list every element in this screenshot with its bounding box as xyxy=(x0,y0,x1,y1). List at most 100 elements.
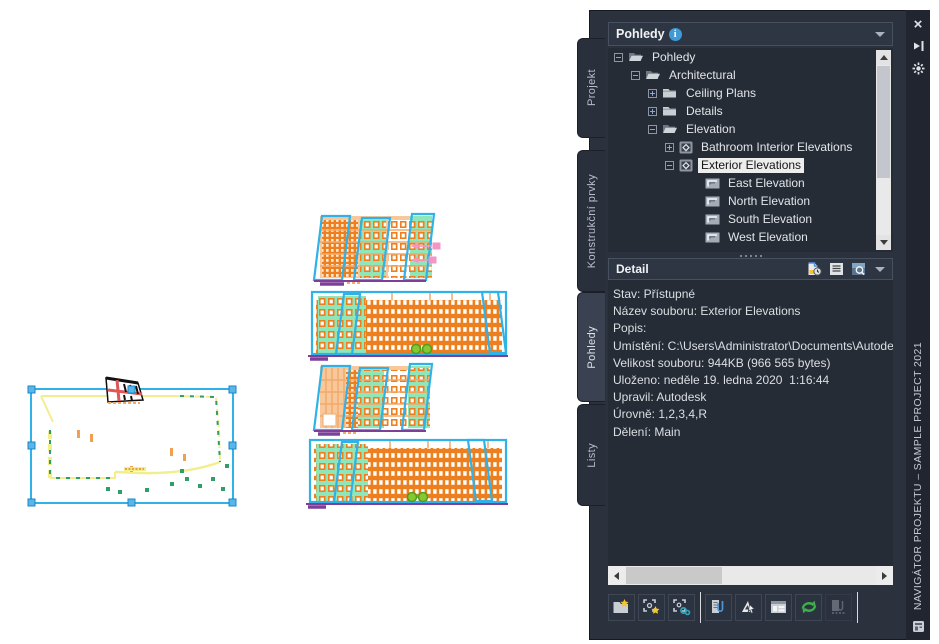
chevron-down-icon[interactable] xyxy=(875,31,885,37)
tab-label: Projekt xyxy=(585,69,598,107)
bottom-toolbar xyxy=(608,591,862,623)
collapse-toggle-icon[interactable] xyxy=(631,70,640,80)
tree-item-west-elevation[interactable]: West Elevation xyxy=(608,228,893,246)
tab-konstrukcni-prvky[interactable]: Konstrukční prvky xyxy=(577,150,605,292)
detail-line-division: Dělení: Main xyxy=(613,424,681,439)
tab-pohledy[interactable]: Pohledy xyxy=(577,292,605,402)
toolbar-separator xyxy=(700,591,701,623)
collapse-toggle-icon[interactable] xyxy=(665,160,674,170)
scroll-up-button[interactable] xyxy=(876,50,891,65)
tab-label: Pohledy xyxy=(585,325,598,369)
detail-line-filesize: Velikost souboru: 944KB (966 565 bytes) xyxy=(613,355,831,370)
detail-line-levels: Úrovně: 1,2,3,4,R xyxy=(613,407,708,422)
detail-line-description: Popis: xyxy=(613,321,647,336)
toolbar-separator xyxy=(857,591,858,623)
view-table-button[interactable] xyxy=(765,593,792,621)
document-list-icon[interactable] xyxy=(827,262,845,277)
folder-closed-icon xyxy=(663,89,676,98)
tree-item-label: Details xyxy=(686,103,723,118)
tree-item-details[interactable]: Details xyxy=(608,102,893,120)
selection-grips[interactable] xyxy=(27,385,237,507)
auto-hide-pin-icon[interactable] xyxy=(906,36,930,56)
elevation-view-icon xyxy=(705,232,720,242)
elevation-north[interactable] xyxy=(308,290,508,361)
tree-item-elevation[interactable]: Elevation xyxy=(608,120,893,138)
scroll-left-button[interactable] xyxy=(608,566,625,585)
elevation-south[interactable] xyxy=(312,362,434,436)
new-category-button[interactable] xyxy=(608,593,635,621)
tree-item-bathroom-interior-elevations[interactable]: Bathroom Interior Elevations xyxy=(608,138,893,156)
expand-toggle-icon[interactable] xyxy=(648,106,657,116)
info-icon[interactable]: i xyxy=(668,27,682,41)
tab-projekt[interactable]: Projekt xyxy=(577,38,605,138)
tree-item-architectural[interactable]: Architectural xyxy=(608,66,893,84)
collapse-toggle-icon[interactable] xyxy=(614,52,623,62)
detail-line-saved: Uloženo: neděle 19. ledna 2020 1:16:44 xyxy=(613,373,830,388)
detail-line-location: Umístění: C:\Users\Administrator\Documen… xyxy=(613,338,893,353)
dimension-arrows xyxy=(410,242,441,264)
folder-open-icon xyxy=(629,53,643,61)
file-history-icon[interactable] xyxy=(805,262,823,277)
floor-plan-drawing[interactable] xyxy=(20,370,250,515)
tree-item-ceiling-plans[interactable]: Ceiling Plans xyxy=(608,84,893,102)
tree-item-label: Architectural xyxy=(669,67,736,82)
detail-line-status: Stav: Přístupné xyxy=(613,287,696,301)
tree-item-south-elevation[interactable]: South Elevation xyxy=(608,210,893,228)
tree-item-east-elevation[interactable]: East Elevation xyxy=(608,174,893,192)
selection-box[interactable] xyxy=(30,388,234,504)
close-icon[interactable]: × xyxy=(913,15,923,33)
detail-line-editedby: Upravil: Autodesk xyxy=(613,390,707,405)
palette-tabstrip: Projekt Konstrukční prvky Pohledy Listy xyxy=(577,10,606,640)
expand-toggle-icon[interactable] xyxy=(648,88,657,98)
edit-view-button[interactable] xyxy=(735,593,762,621)
add-model-view-button[interactable] xyxy=(668,593,695,621)
scroll-right-button[interactable] xyxy=(876,566,893,585)
tree-item-label-selected: Exterior Elevations xyxy=(698,157,805,173)
plan-detail-wedge xyxy=(105,376,144,404)
chevron-down-icon[interactable] xyxy=(875,266,885,272)
scroll-down-button[interactable] xyxy=(876,235,891,250)
elevation-view-icon xyxy=(705,214,720,224)
detail-title: Detail xyxy=(616,262,649,276)
elevation-drawings[interactable] xyxy=(300,208,515,513)
new-view-button[interactable] xyxy=(638,593,665,621)
folder-closed-icon xyxy=(663,107,676,116)
view-drawing-icon xyxy=(679,141,693,153)
collapse-toggle-icon[interactable] xyxy=(648,124,657,134)
preview-search-icon[interactable] xyxy=(849,262,867,277)
palette-title: NAVIGÁTOR PROJEKTU – SAMPLE PROJECT 2021 xyxy=(912,341,924,610)
folder-open-icon xyxy=(663,125,677,133)
palette-window-icon[interactable] xyxy=(906,616,930,636)
tree-item-label: Pohledy xyxy=(652,49,696,64)
scrollbar-thumb[interactable] xyxy=(877,66,890,178)
splitter-handle[interactable] xyxy=(608,252,893,260)
elevation-view-icon xyxy=(705,178,720,188)
tree-item-pohledy[interactable]: Pohledy xyxy=(608,48,893,66)
scrollbar-thumb[interactable] xyxy=(626,567,722,584)
repath-xref-button[interactable] xyxy=(825,593,852,621)
tree-item-label: Bathroom Interior Elevations xyxy=(701,139,853,154)
views-tree[interactable]: Pohledy Architectural Ceiling Plans Deta… xyxy=(608,48,893,252)
tree-item-label: North Elevation xyxy=(728,193,811,208)
tree-vertical-scrollbar[interactable] xyxy=(876,50,891,250)
tree-item-label: South Elevation xyxy=(728,211,813,226)
refresh-project-button[interactable] xyxy=(795,593,822,621)
palette-content: Pohledy i Pohledy Architectural Ceiling … xyxy=(608,10,895,640)
tab-listy[interactable]: Listy xyxy=(577,404,605,506)
elevation-east[interactable] xyxy=(312,212,441,286)
palette-titlebar: × NAVIGÁTOR PROJEKTU – SAMPLE PROJECT 20… xyxy=(906,10,930,640)
tree-item-label: East Elevation xyxy=(728,175,805,190)
category-dropdown[interactable]: Pohledy i xyxy=(608,22,893,46)
expand-toggle-icon[interactable] xyxy=(665,142,674,152)
tree-item-north-elevation[interactable]: North Elevation xyxy=(608,192,893,210)
elevation-west[interactable] xyxy=(306,438,508,509)
tree-item-label: Ceiling Plans xyxy=(686,85,757,100)
tree-item-label: Elevation xyxy=(686,121,736,136)
tab-label: Konstrukční prvky xyxy=(585,173,598,269)
properties-gear-icon[interactable] xyxy=(906,58,930,78)
tree-item-label: West Elevation xyxy=(728,229,808,244)
attach-xref-button[interactable] xyxy=(705,593,732,621)
tab-label: Listy xyxy=(585,442,598,468)
horizontal-scrollbar[interactable] xyxy=(608,566,893,585)
tree-item-exterior-elevations[interactable]: Exterior Elevations xyxy=(608,156,893,174)
